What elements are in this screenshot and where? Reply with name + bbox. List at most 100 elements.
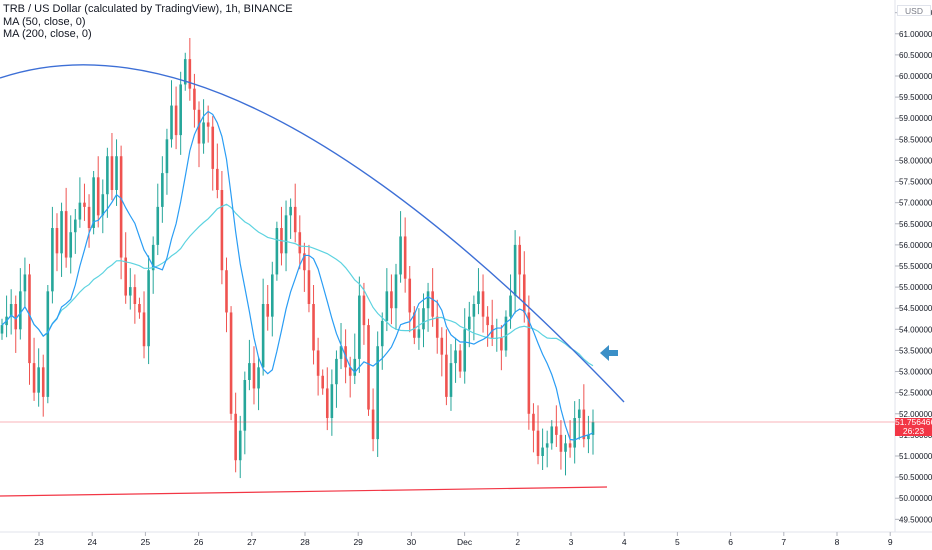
time-tick-label: 29	[353, 537, 363, 547]
price-tick-label: 56.000000	[899, 241, 932, 250]
candle-body	[445, 354, 448, 397]
candle-body	[257, 367, 260, 389]
time-tick-label: 25	[141, 537, 151, 547]
candle-body	[174, 105, 178, 136]
candle-body	[316, 350, 320, 376]
candle-body	[165, 139, 169, 174]
candle-body	[348, 367, 352, 376]
candle-body	[119, 156, 123, 258]
time-tick-label: 5	[675, 537, 680, 547]
candle-body	[225, 270, 228, 313]
candle-body	[468, 316, 471, 330]
candle-body	[408, 278, 412, 313]
time-tick-label: Dec	[457, 537, 473, 547]
candle-body	[60, 211, 63, 254]
price-tick-label: 58.500000	[899, 135, 932, 144]
candle-body	[64, 211, 68, 258]
price-tick-label: 50.500000	[899, 473, 932, 482]
candle-body	[449, 363, 453, 397]
candle-body	[298, 232, 302, 254]
candle-body	[96, 177, 100, 216]
price-tick-label: 59.500000	[899, 93, 932, 102]
ma200-line	[1, 203, 594, 367]
time-tick-label: 4	[622, 537, 627, 547]
candle-body	[252, 363, 256, 389]
candle-body	[289, 206, 292, 216]
candle-body	[170, 105, 173, 140]
candle-body	[555, 426, 558, 435]
price-tick-label: 60.500000	[899, 51, 932, 60]
candle-body	[380, 320, 384, 347]
candle-body	[481, 291, 485, 317]
candle-body	[32, 363, 36, 393]
time-tick-label: 30	[407, 537, 417, 547]
candle-body	[293, 206, 297, 233]
candle-body	[568, 443, 572, 448]
time-tick-label: 7	[781, 537, 786, 547]
price-tick-label: 56.500000	[899, 220, 932, 229]
candle-body	[179, 84, 182, 136]
candle-body	[486, 316, 489, 326]
currency-label[interactable]: USD	[897, 5, 931, 16]
last-price-value: 51.756466	[895, 417, 932, 427]
candle-body	[101, 194, 105, 216]
candle-body	[573, 418, 576, 448]
candle-body	[394, 274, 398, 309]
price-tick-label: 57.500000	[899, 178, 932, 187]
candle-body	[46, 291, 50, 397]
candle-body	[403, 236, 407, 279]
candle-body	[371, 409, 375, 440]
candle-body	[440, 337, 444, 355]
price-tick-label: 53.500000	[899, 346, 932, 355]
support-trendline[interactable]	[0, 486, 608, 497]
candle-body	[545, 443, 549, 448]
candle-body	[527, 312, 531, 414]
arc-trend-drawing[interactable]	[0, 64, 625, 403]
candle-body	[243, 380, 247, 431]
candle-body	[151, 244, 155, 271]
candle-body	[463, 329, 467, 372]
price-tick-label: 53.000000	[899, 368, 932, 377]
time-axis[interactable]: 23 24 25 26 27 28 29 30 Dec 2 3 4 5 6 7 8 9	[34, 532, 893, 547]
candle-body	[193, 88, 196, 110]
candle-body	[55, 228, 59, 254]
candle-body	[458, 350, 462, 372]
candle-body	[426, 291, 430, 309]
time-tick-label: 6	[728, 537, 733, 547]
candle-body	[183, 59, 187, 85]
candle-body	[275, 228, 279, 275]
left-arrow-icon[interactable]	[600, 345, 618, 361]
candle-body	[587, 434, 590, 440]
candle-body	[124, 257, 127, 296]
price-tick-label: 52.000000	[899, 410, 932, 419]
time-tick-label: 8	[835, 537, 840, 547]
price-tick-label: 54.500000	[899, 304, 932, 313]
candle-body	[156, 206, 160, 245]
candle-body	[513, 244, 517, 296]
candle-body	[284, 215, 288, 254]
candle-body	[550, 426, 554, 444]
candle-body	[41, 367, 45, 397]
candle-body	[238, 430, 242, 461]
candle-body	[266, 304, 270, 317]
price-axis[interactable]: 61.50000061.00000060.50000060.00000059.5…	[895, 9, 932, 525]
candle-body	[37, 367, 40, 393]
price-tick-label: 59.000000	[899, 114, 932, 123]
candle-body	[133, 287, 137, 304]
ma50-line	[1, 110, 594, 441]
candle-body	[390, 291, 393, 309]
candle-body	[202, 122, 205, 144]
candle-body	[206, 122, 210, 127]
candle-body	[23, 274, 27, 292]
candle-body	[87, 206, 91, 228]
candle-body	[303, 253, 306, 271]
price-tick-label: 51.000000	[899, 452, 932, 461]
candle-body	[522, 274, 526, 313]
candle-body	[353, 358, 357, 376]
candle-body	[417, 329, 421, 338]
price-tick-label: 57.000000	[899, 199, 932, 208]
price-tick-label: 60.000000	[899, 72, 932, 81]
ma200-label: MA (200, close, 0)	[3, 28, 92, 40]
chart-legend: TRB / US Dollar (calculated by TradingVi…	[3, 3, 293, 41]
